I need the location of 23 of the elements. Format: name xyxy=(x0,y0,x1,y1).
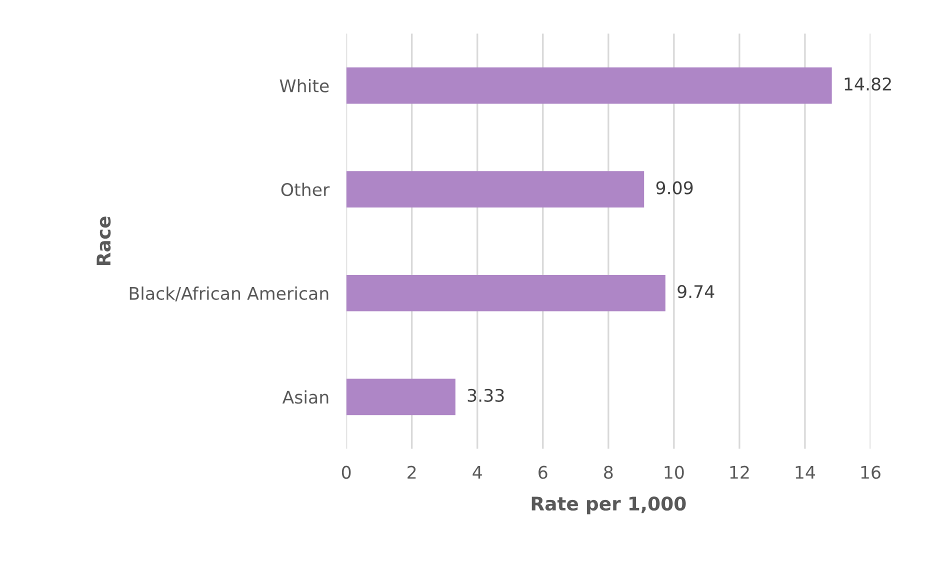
y-axis-title: Race xyxy=(96,216,111,265)
x-tick-label: 12 xyxy=(730,466,749,479)
x-tick-label: 14 xyxy=(796,466,816,479)
x-tick-label: 2 xyxy=(408,466,416,479)
data-label: 9.09 xyxy=(656,181,693,194)
bar xyxy=(346,274,666,312)
bar xyxy=(346,171,644,208)
data-label: 9.74 xyxy=(678,285,714,298)
y-tick-label: Black/African American xyxy=(130,286,328,302)
y-tick-label: Other xyxy=(281,182,330,196)
bar xyxy=(346,378,456,416)
data-label: 14.82 xyxy=(844,77,891,91)
data-label: 3.33 xyxy=(468,388,504,402)
x-tick-label: 8 xyxy=(604,466,613,479)
bar xyxy=(346,67,832,104)
x-tick-label: 10 xyxy=(664,466,684,479)
x-tick-label: 4 xyxy=(472,466,482,479)
x-tick-label: 16 xyxy=(861,466,880,479)
x-tick-label: 6 xyxy=(538,466,548,479)
y-tick-label: Asian xyxy=(282,390,328,404)
x-tick-label: 0 xyxy=(342,466,351,479)
x-axis-title: Rate per 1,000 xyxy=(532,496,686,514)
y-tick-label: White xyxy=(280,78,329,92)
